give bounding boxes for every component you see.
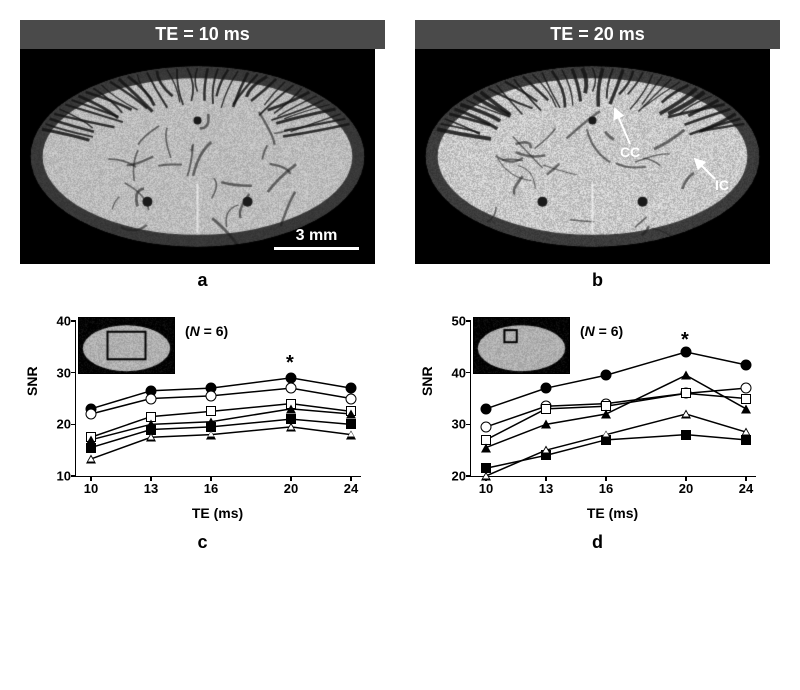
panel-a: TE = 10 ms 3 mm a (20, 20, 385, 291)
chart-d-ntext: (N = 6) (580, 323, 623, 339)
data-marker (146, 433, 156, 442)
data-marker (346, 430, 356, 439)
xtick-label: 20 (679, 476, 693, 496)
significance-star: * (286, 352, 294, 375)
data-marker (741, 428, 751, 437)
xtick-label: 24 (739, 476, 753, 496)
significance-star: * (681, 329, 689, 352)
chart-d-inset (473, 317, 570, 374)
panel-c: SNR 102030401013162024* (N = 6) TE (ms) … (20, 311, 385, 553)
data-marker (601, 430, 611, 439)
xtick-label: 10 (84, 476, 98, 496)
xtick-label: 16 (204, 476, 218, 496)
xtick-label: 13 (539, 476, 553, 496)
data-marker (86, 454, 96, 463)
chart-c-ylabel: SNR (24, 366, 40, 396)
data-marker (541, 404, 551, 414)
data-marker (681, 388, 691, 398)
data-marker (601, 370, 612, 381)
ytick-label: 30 (57, 365, 76, 380)
panel-c-label: c (20, 532, 385, 553)
data-marker (481, 403, 492, 414)
panel-a-title: TE = 10 ms (20, 20, 385, 49)
ytick-label: 30 (452, 417, 471, 432)
ytick-label: 50 (452, 314, 471, 329)
data-marker (286, 383, 297, 394)
data-marker (741, 359, 752, 370)
panel-d-label: d (415, 532, 780, 553)
data-marker (206, 430, 216, 439)
panel-a-label: a (20, 270, 385, 291)
data-marker (741, 383, 752, 394)
data-marker (541, 446, 551, 455)
data-marker (346, 393, 357, 404)
data-marker (86, 443, 96, 453)
brain-image-a: 3 mm (20, 49, 375, 264)
data-marker (601, 410, 611, 419)
ytick-label: 40 (452, 365, 471, 380)
xtick-label: 16 (599, 476, 613, 496)
data-marker (681, 410, 691, 419)
data-marker (286, 422, 296, 431)
chart-c-xlabel: TE (ms) (75, 505, 360, 521)
data-marker (206, 406, 216, 416)
xtick-label: 24 (344, 476, 358, 496)
data-marker (206, 390, 217, 401)
chart-d-ylabel: SNR (419, 366, 435, 396)
data-marker (481, 443, 491, 452)
data-marker (681, 371, 691, 380)
data-marker (541, 383, 552, 394)
ytick-label: 10 (57, 469, 76, 484)
data-marker (481, 472, 491, 481)
scale-bar-text: 3 mm (296, 227, 338, 245)
data-marker (481, 421, 492, 432)
scale-bar: 3 mm (274, 227, 359, 250)
xtick-label: 20 (284, 476, 298, 496)
panel-b-title: TE = 20 ms (415, 20, 780, 49)
panel-b: TE = 20 ms CC IC b (415, 20, 780, 291)
data-marker (346, 383, 357, 394)
ytick-label: 20 (57, 417, 76, 432)
chart-d-xlabel: TE (ms) (470, 505, 755, 521)
chart-c-inset (78, 317, 175, 374)
data-marker (86, 409, 97, 420)
ytick-label: 20 (452, 469, 471, 484)
ytick-label: 40 (57, 314, 76, 329)
xtick-label: 13 (144, 476, 158, 496)
annotation-ic: IC (715, 177, 729, 193)
panel-b-label: b (415, 270, 780, 291)
chart-c-ntext: (N = 6) (185, 323, 228, 339)
data-marker (681, 430, 691, 440)
data-marker (741, 404, 751, 413)
figure-grid: TE = 10 ms 3 mm a TE = 20 ms CC (20, 20, 780, 553)
scale-bar-line (274, 247, 359, 250)
panel-d: SNR 203040501013162024* (N = 6) TE (ms) … (415, 311, 780, 553)
data-marker (346, 410, 356, 419)
chart-d: SNR 203040501013162024* (N = 6) TE (ms) (415, 311, 770, 526)
data-marker (146, 393, 157, 404)
data-marker (346, 419, 356, 429)
chart-c: SNR 10 20 30 40 10 13 16 20 24 * (N = 6) TE (ms) (20, 311, 375, 526)
data-marker (541, 420, 551, 429)
data-marker (286, 404, 296, 413)
brain-image-b: CC IC (415, 49, 770, 264)
annotation-cc: CC (620, 144, 640, 160)
data-marker (741, 394, 751, 404)
